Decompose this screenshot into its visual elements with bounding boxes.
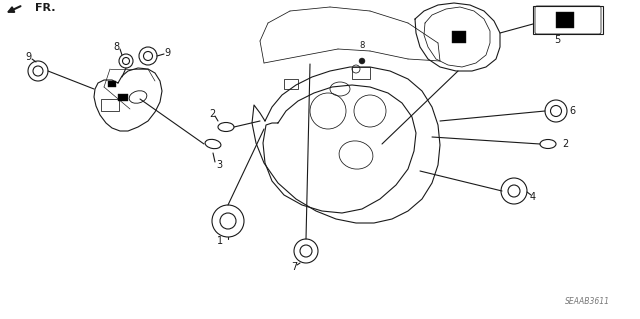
Circle shape (359, 58, 365, 64)
Bar (352, 67, 370, 79)
Bar (284, 79, 298, 89)
Text: 6: 6 (569, 106, 575, 116)
Text: 3: 3 (216, 160, 222, 170)
Text: 4: 4 (530, 192, 536, 202)
Text: 8: 8 (113, 42, 119, 52)
Bar (108, 81, 116, 87)
Text: 5: 5 (554, 35, 560, 45)
Text: FR.: FR. (35, 3, 56, 13)
Text: 9: 9 (25, 52, 31, 62)
Bar (556, 12, 574, 28)
Text: 2: 2 (562, 139, 568, 149)
Bar (533, 6, 603, 34)
Text: 7: 7 (291, 262, 297, 272)
Text: 1: 1 (217, 236, 223, 246)
Text: 8: 8 (359, 41, 365, 49)
Bar (452, 31, 466, 43)
Text: SEAAB3611: SEAAB3611 (565, 296, 610, 306)
Text: 2: 2 (209, 109, 215, 119)
Bar (101, 99, 119, 111)
Bar (118, 94, 128, 101)
Text: 9: 9 (164, 48, 170, 58)
